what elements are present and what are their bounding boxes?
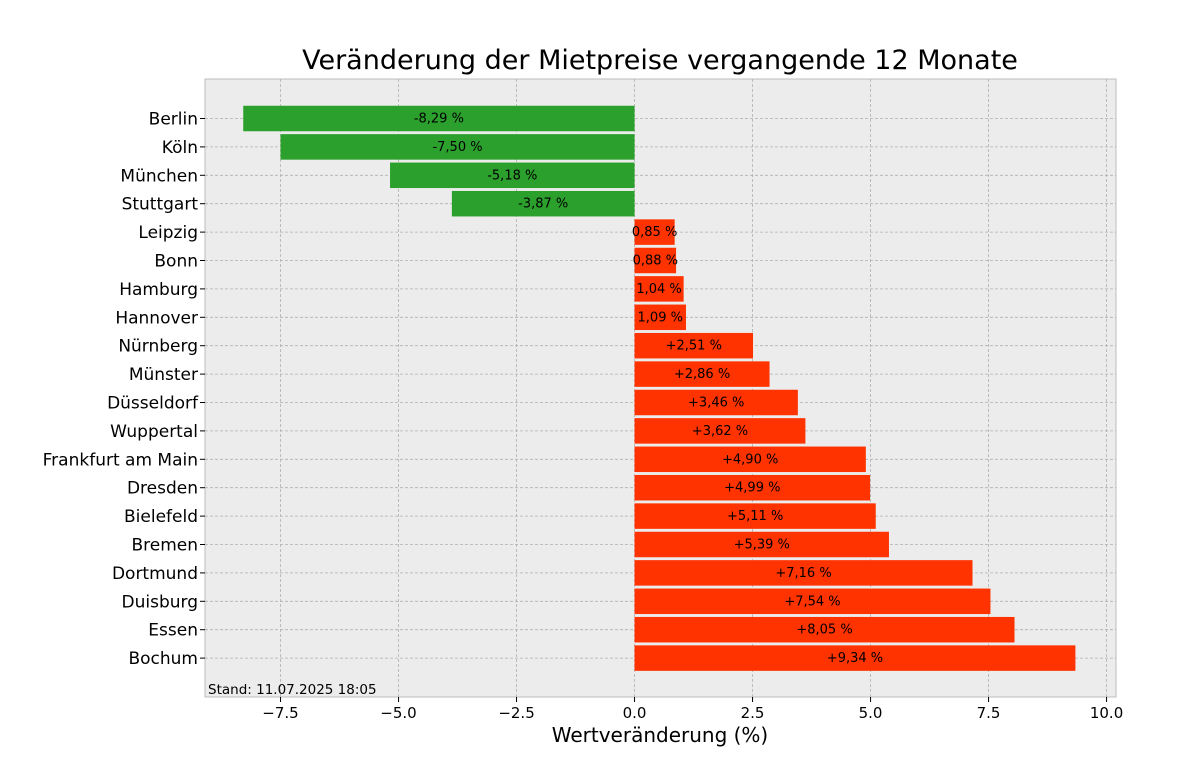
data-label: +5,11 % [727,509,783,524]
data-label: 0,88 % [633,254,678,269]
category-label: Düsseldorf [107,394,199,414]
data-label: 1,04 % [636,282,681,297]
category-label: Frankfurt am Main [43,450,198,470]
bar [634,503,876,529]
x-tick-label: −7.5 [262,704,298,722]
bar [634,446,866,473]
data-label: +8,05 % [796,623,852,638]
x-tick-label: −2.5 [498,704,534,722]
x-axis-label: Wertveränderung (%) [552,723,769,747]
data-label: -5,18 % [487,168,537,183]
category-label: Bremen [131,536,198,556]
data-label: 1,09 % [638,310,683,325]
bar [634,560,973,586]
x-axis: −7.5 −5.0 −2.5 0.0 2.5 5.0 7.5 10.0 [262,697,1123,722]
category-label: Köln [162,138,198,158]
data-label: +3,46 % [688,396,744,411]
category-label: München [120,166,198,186]
data-labels: -8,29 % -7,50 % -5,18 % -3,87 % 0,85 % 0,88 %… [414,112,883,667]
data-label: -3,87 % [518,197,568,212]
data-label: +7,16 % [775,566,831,581]
bar [634,418,806,444]
category-label: Bonn [154,252,198,272]
data-label: +3,62 % [692,424,748,439]
x-tick-label: 0.0 [623,704,647,722]
x-tick-label: 10.0 [1090,704,1123,722]
category-label: Wuppertal [110,422,198,442]
x-tick-label: 2.5 [741,704,765,722]
bar [634,247,677,274]
bar [451,190,635,217]
category-label: Dortmund [112,564,198,584]
data-label: +7,54 % [784,594,840,609]
x-tick-label: 7.5 [977,704,1001,722]
bar [634,588,991,615]
footnote-timestamp: Stand: 11.07.2025 18:05 [208,682,377,698]
data-label: -7,50 % [432,140,482,155]
category-label: Münster [129,365,198,385]
x-tick-label: −5.0 [380,704,416,722]
data-label: +4,99 % [724,481,780,496]
category-label: Bielefeld [124,507,198,527]
data-label: -8,29 % [414,112,464,127]
data-label: +2,86 % [674,367,730,382]
bar [634,276,684,302]
category-label: Stuttgart [122,195,199,215]
chart-title: Veränderung der Mietpreise vergangende 1… [302,45,1018,76]
data-label: +9,34 % [827,651,883,666]
data-label: +5,39 % [734,538,790,553]
data-label: +4,90 % [722,452,778,467]
bar [634,389,798,416]
category-label: Essen [148,621,198,641]
category-label: Hamburg [119,280,198,300]
x-tick-label: 5.0 [859,704,883,722]
bar [634,616,1015,643]
category-label: Duisburg [122,592,199,612]
bar [280,134,635,160]
bar [634,645,1076,671]
bar [634,531,889,558]
category-label: Leipzig [138,223,198,243]
category-label: Berlin [149,110,198,130]
bar [634,304,686,331]
bar [634,474,871,501]
category-label: Nürnberg [118,337,198,357]
data-label: 0,85 % [632,225,677,240]
category-label: Dresden [127,479,198,499]
y-axis: Berlin Köln München Stuttgart Leipzig Bonn Ham… [43,110,205,669]
data-label: +2,51 % [666,339,722,354]
bar [390,162,635,189]
bar [634,361,770,387]
bars [243,105,1076,671]
category-label: Hannover [115,308,198,328]
category-label: Bochum [128,649,198,669]
bar [243,105,635,132]
bar [634,332,754,359]
bar [634,219,675,245]
